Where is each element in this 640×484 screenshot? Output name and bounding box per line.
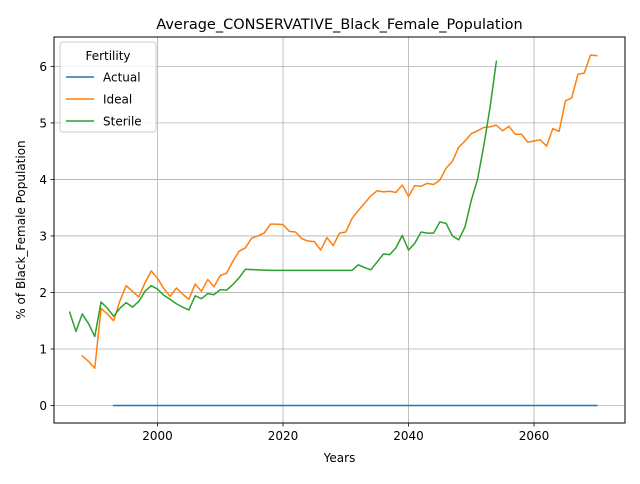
- y-tick-label: 6: [39, 60, 47, 74]
- y-tick-label: 1: [39, 342, 47, 356]
- legend-title: Fertility: [85, 49, 130, 63]
- x-tick-label: 2020: [268, 429, 299, 443]
- legend: Fertility Actual Ideal Sterile: [60, 42, 156, 132]
- y-tick-label: 5: [39, 116, 47, 130]
- y-tick-label: 2: [39, 286, 47, 300]
- y-axis-label: % of Black_Female Population: [14, 140, 28, 319]
- chart-title: Average_CONSERVATIVE_Black_Female_Popula…: [156, 17, 522, 33]
- y-tick-label: 4: [39, 173, 47, 187]
- x-axis-label: Years: [323, 451, 356, 465]
- legend-label-sterile: Sterile: [103, 115, 142, 129]
- legend-label-ideal: Ideal: [103, 93, 132, 107]
- legend-label-actual: Actual: [103, 71, 141, 85]
- y-tick-label: 0: [39, 399, 47, 413]
- x-tick-label: 2000: [142, 429, 173, 443]
- x-tick-label: 2040: [393, 429, 424, 443]
- y-tick-label: 3: [39, 229, 47, 243]
- x-tick-label: 2060: [519, 429, 550, 443]
